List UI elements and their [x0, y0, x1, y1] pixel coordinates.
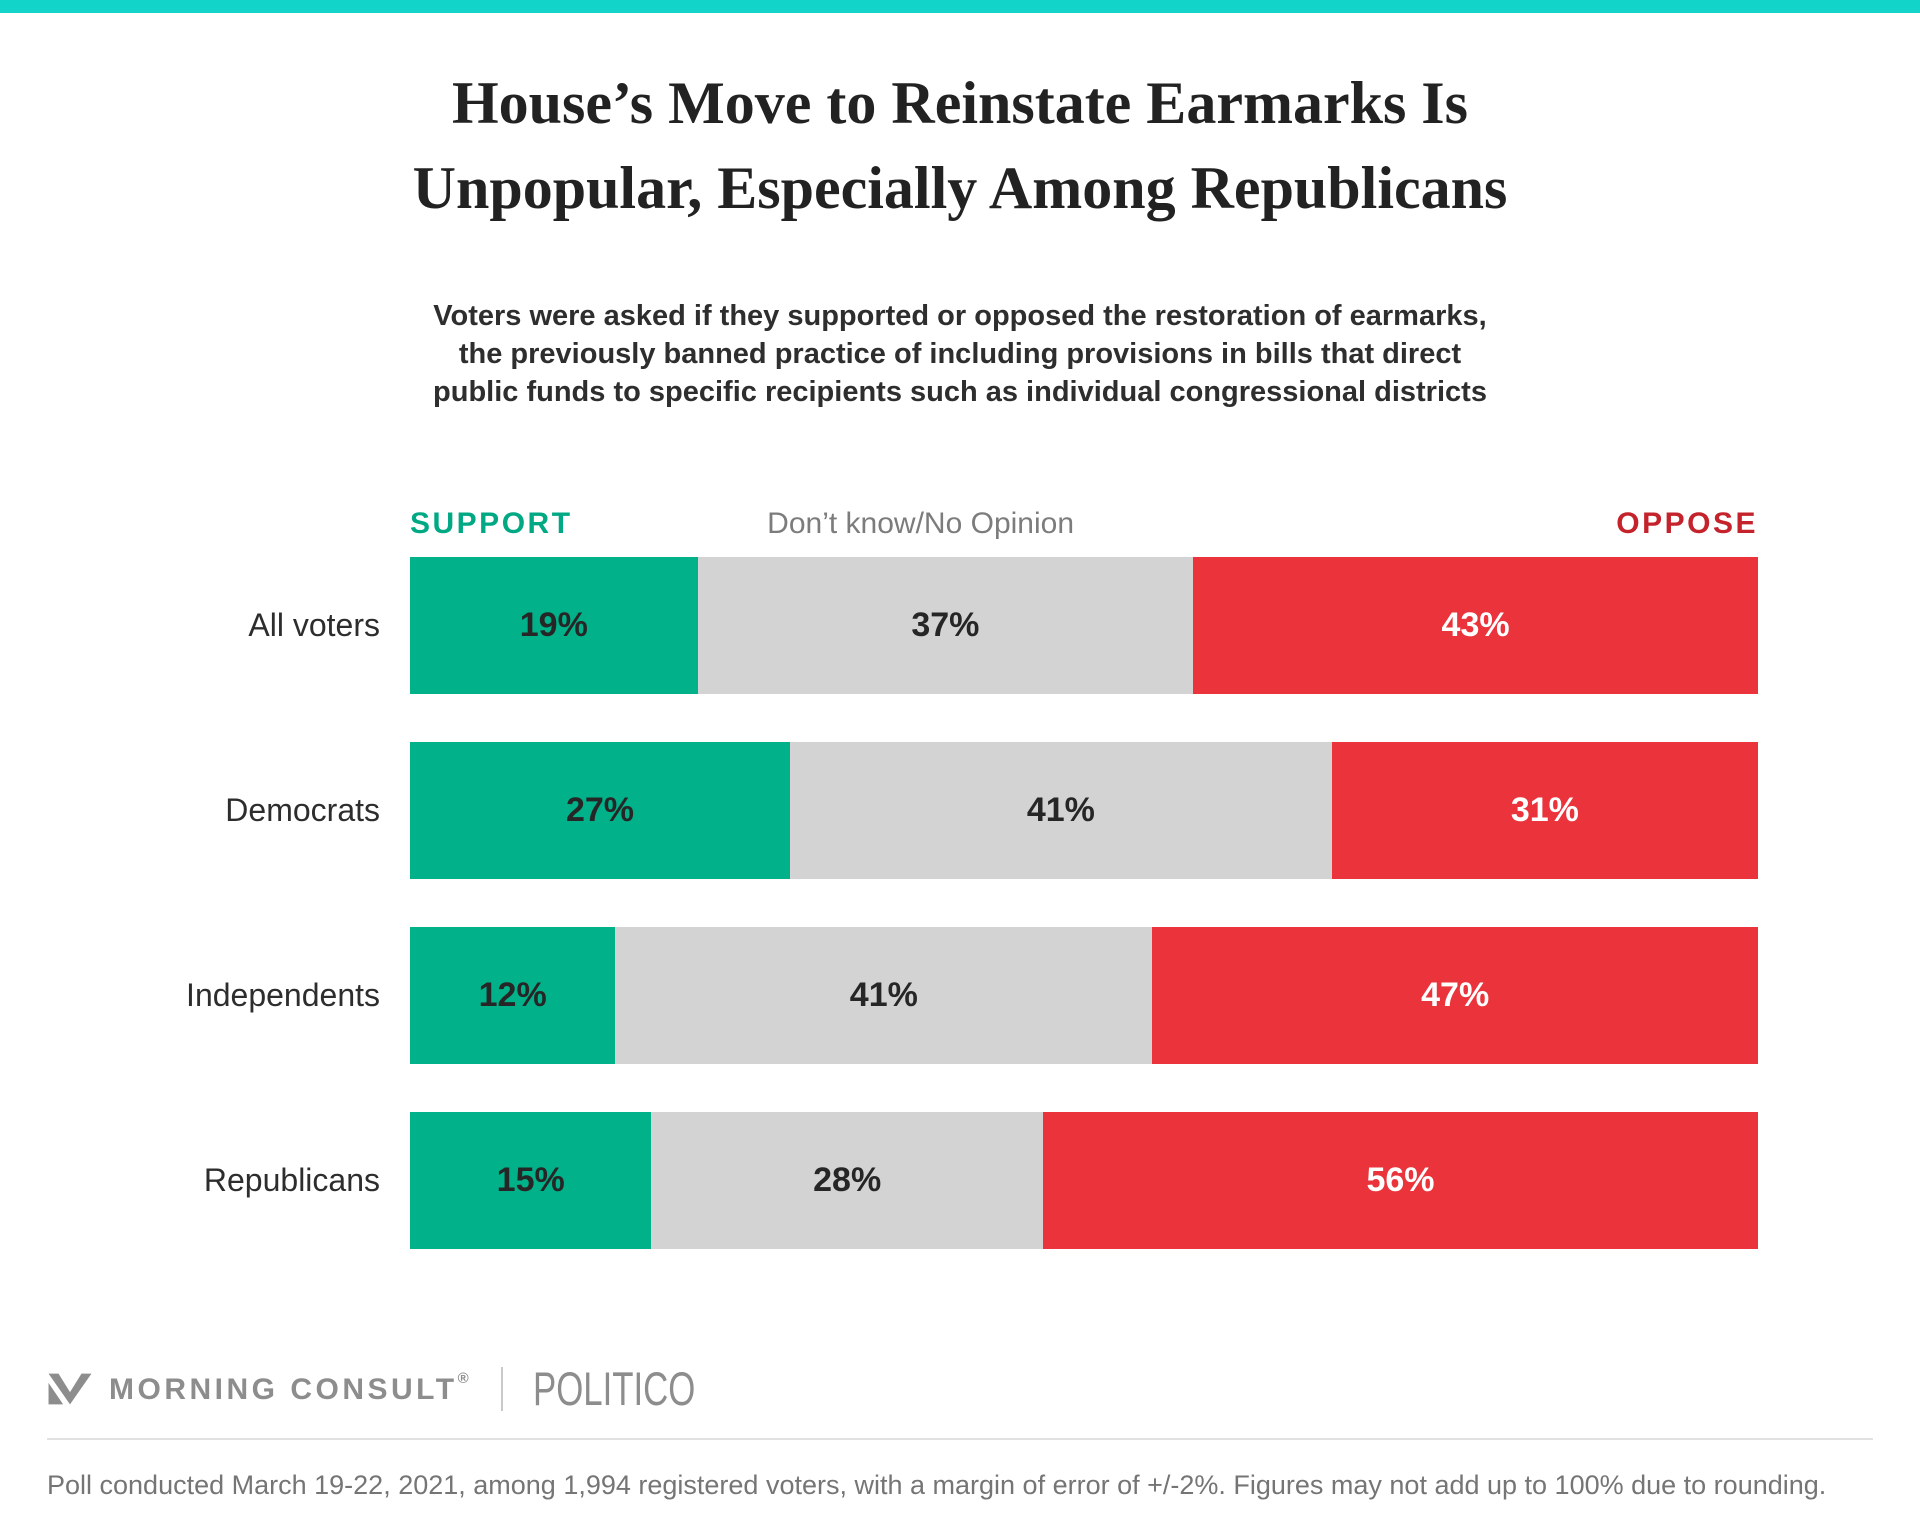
segment-don-t-know-no-opinion: 28% — [651, 1112, 1043, 1249]
category-label: All voters — [248, 607, 380, 643]
segment-support: 19% — [410, 557, 698, 694]
bar-row: Republicans 15% 28% 56% — [0, 1112, 1758, 1249]
segment-don-t-know-no-opinion: 37% — [697, 557, 1194, 694]
methodology-footnote: Poll conducted March 19-22, 2021, among … — [47, 1470, 1827, 1500]
stacked-bar: 15% 28% 56% — [410, 1112, 1758, 1249]
segment-oppose: 31% — [1331, 742, 1758, 879]
stacked-bar: 27% 41% 31% — [410, 742, 1758, 879]
segment-value-label: 19% — [519, 606, 588, 644]
segment-oppose: 47% — [1152, 927, 1758, 1064]
footer-divider — [47, 1438, 1873, 1440]
segment-value-label: 56% — [1366, 1161, 1435, 1199]
chart-title: House’s Move to Reinstate Earmarks Is Un… — [412, 70, 1508, 221]
segment-support: 12% — [410, 927, 616, 1064]
segment-value-label: 15% — [496, 1161, 565, 1199]
segment-value-label: 41% — [849, 976, 918, 1014]
segment-value-label: 31% — [1510, 791, 1579, 829]
category-label: Independents — [186, 977, 380, 1013]
segment-value-label: 47% — [1421, 976, 1490, 1014]
segment-value-label: 41% — [1026, 791, 1095, 829]
legend-oppose-label: OPPOSE — [1616, 507, 1758, 540]
legend: SUPPORT Don’t know/No Opinion OPPOSE — [410, 503, 1758, 541]
footer-brand-row: MORNING CONSULT® POLITICO — [47, 1361, 1873, 1416]
bar-chart: All voters 19% 37% 43% Democrats 27% 41% 31% Ind… — [0, 557, 1758, 1249]
legend-support-label: SUPPORT — [410, 507, 573, 540]
segment-value-label: 43% — [1441, 606, 1510, 644]
legend-neutral-label: Don’t know/No Opinion — [767, 507, 1075, 540]
segment-don-t-know-no-opinion: 41% — [790, 742, 1332, 879]
segment-support: 15% — [410, 1112, 652, 1249]
registered-trademark-symbol: ® — [457, 1370, 469, 1387]
category-label: Republicans — [203, 1162, 380, 1198]
bar-row: All voters 19% 37% 43% — [0, 557, 1758, 694]
segment-value-label: 27% — [565, 791, 635, 829]
bar-row: Independents 12% 41% 47% — [0, 927, 1758, 1064]
segment-oppose: 43% — [1193, 557, 1758, 694]
segment-value-label: 37% — [911, 606, 980, 644]
stacked-bar: 12% 41% 47% — [410, 927, 1758, 1064]
logo-divider — [500, 1366, 503, 1411]
stacked-bar: 19% 37% 43% — [410, 557, 1758, 694]
segment-value-label: 12% — [478, 976, 547, 1014]
morning-consult-m-logo-icon — [48, 1373, 92, 1404]
top-accent-bar — [0, 0, 1920, 13]
morning-consult-wordmark: MORNING CONSULT® — [109, 1370, 469, 1406]
chart-subtitle: Voters were asked if they supported or o… — [433, 300, 1487, 408]
segment-value-label: 28% — [813, 1161, 882, 1199]
segment-don-t-know-no-opinion: 41% — [615, 927, 1153, 1064]
segment-support: 27% — [410, 742, 791, 879]
category-label: Democrats — [225, 792, 380, 828]
politico-wordmark: POLITICO — [532, 1362, 695, 1415]
segment-oppose: 56% — [1042, 1112, 1758, 1249]
bar-row: Democrats 27% 41% 31% — [0, 742, 1758, 879]
